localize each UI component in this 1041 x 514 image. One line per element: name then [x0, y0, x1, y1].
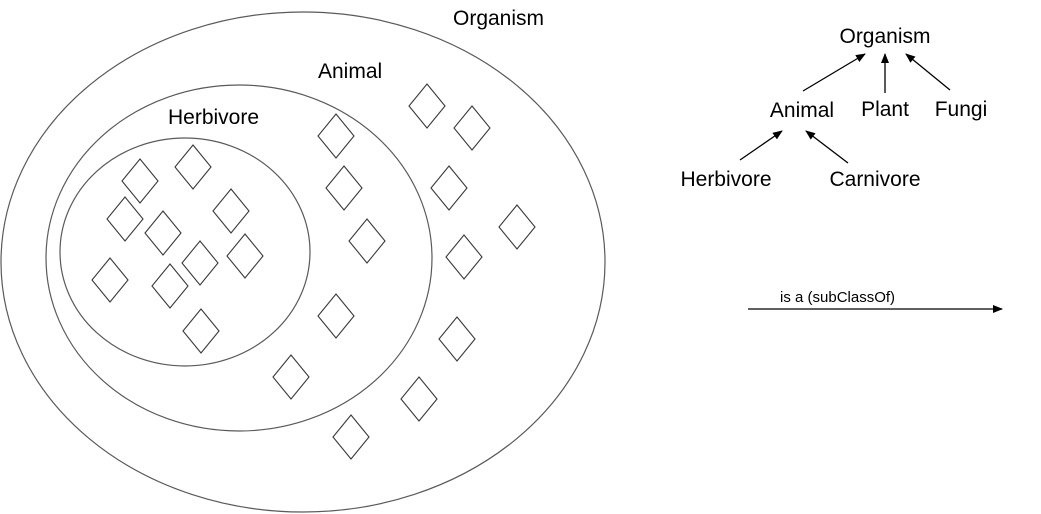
herbivore-set-label: Herbivore [168, 106, 259, 129]
herbivore-member-diamond-7 [181, 240, 219, 286]
herbivore-member-diamond-4 [212, 188, 250, 234]
herbivore-member-diamond-9 [151, 263, 189, 309]
edge-carnivore-to-animal [805, 130, 849, 164]
herbivore-member-diamond-3 [106, 196, 144, 242]
edge-fungi-to-organism [905, 53, 951, 91]
herbivore-member-diamond-1 [174, 144, 212, 190]
edge-herbivore-to-animal [739, 130, 783, 161]
organism-member-diamond-7 [400, 376, 438, 422]
organism-member-diamond-2 [453, 105, 491, 151]
organism-member-diamond-5 [445, 234, 483, 280]
tree-node-animal: Animal [770, 99, 834, 122]
tree-node-plant: Plant [861, 98, 909, 121]
herbivore-member-diamond-2 [121, 158, 159, 204]
organism-member-diamond-6 [438, 316, 476, 362]
herbivore-member-diamond-10 [182, 308, 220, 354]
herbivore-member-diamond-5 [144, 210, 182, 256]
animal-set-label: Animal [318, 60, 382, 83]
legend: is a (subClassOf) [748, 289, 1003, 313]
venn-diagram: Organism Animal Herbivore [0, 7, 606, 513]
class-hierarchy-tree: Organism Animal Plant Fungi Herbivore Ca… [680, 25, 987, 191]
organism-set-ellipse [0, 11, 606, 513]
herbivore-set-ellipse [59, 137, 311, 367]
tree-node-fungi: Fungi [935, 98, 988, 121]
organism-member-diamond-8 [332, 414, 370, 460]
organism-member-diamond-1 [408, 83, 446, 129]
tree-node-carnivore: Carnivore [829, 168, 920, 191]
animal-member-diamond-1 [317, 113, 355, 159]
organism-member-diamond-4 [498, 204, 536, 250]
organism-member-diamond-3 [430, 165, 468, 211]
animal-member-diamond-4 [317, 293, 355, 339]
legend-label: is a (subClassOf) [780, 289, 895, 306]
herbivore-member-diamond-8 [91, 257, 129, 303]
animal-member-diamond-3 [348, 218, 386, 264]
animal-set-ellipse [45, 84, 433, 432]
organism-set-label: Organism [453, 7, 544, 30]
animal-member-diamond-2 [325, 165, 363, 211]
animal-member-diamond-5 [272, 354, 310, 400]
edge-animal-to-organism [802, 53, 866, 92]
tree-node-organism: Organism [839, 25, 930, 48]
tree-node-herbivore: Herbivore [680, 168, 771, 191]
member-instances [91, 83, 536, 460]
herbivore-member-diamond-6 [226, 233, 264, 279]
